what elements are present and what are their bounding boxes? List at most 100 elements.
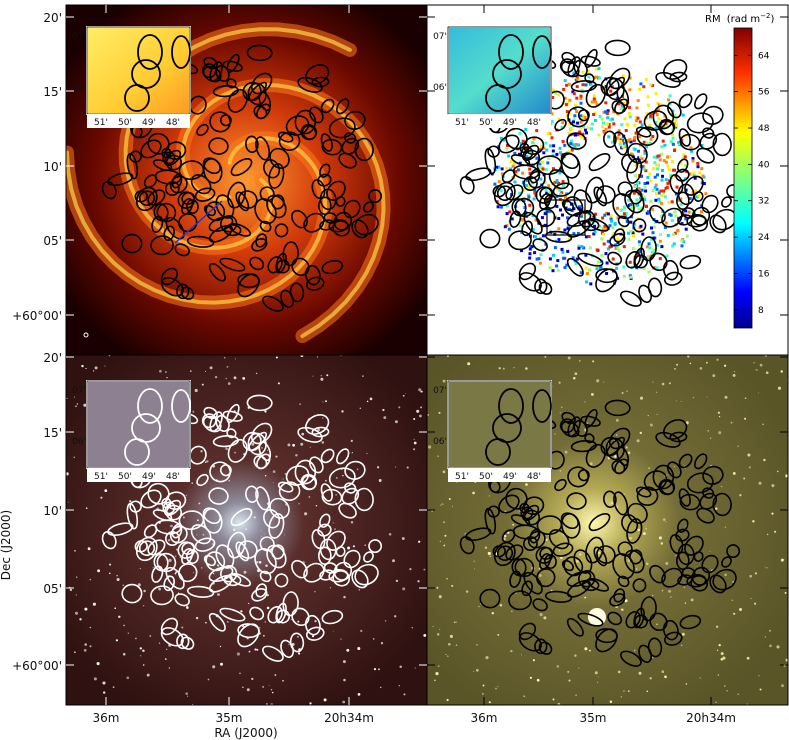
rm-pixel xyxy=(573,145,577,149)
rm-pixel xyxy=(569,142,573,145)
rm-pixel xyxy=(610,219,614,223)
rm-pixel xyxy=(572,92,576,96)
star xyxy=(242,686,244,688)
rm-pixel xyxy=(635,198,639,202)
rm-pixel xyxy=(601,121,605,125)
star xyxy=(467,362,471,366)
region-ellipse xyxy=(667,461,682,479)
region-ellipse xyxy=(566,579,591,598)
rm-pixel xyxy=(570,209,574,213)
rm-pixel xyxy=(495,200,499,204)
region-ellipse xyxy=(151,215,164,233)
rm-pixel xyxy=(622,274,626,278)
rm-pixel xyxy=(635,119,638,123)
rm-pixel xyxy=(499,189,503,193)
rm-pixel xyxy=(585,280,589,284)
region-ellipse xyxy=(318,546,332,565)
region-ellipse xyxy=(255,233,268,248)
rm-pixel xyxy=(567,82,571,86)
region-ellipse xyxy=(534,278,548,295)
rm-pixel xyxy=(584,235,588,239)
region-ellipse xyxy=(208,574,233,593)
rm-pixel xyxy=(634,131,638,135)
inset-ra-tick: 49' xyxy=(142,472,156,482)
star xyxy=(254,648,257,651)
star xyxy=(356,468,359,471)
rm-pixel xyxy=(648,141,652,145)
star xyxy=(437,665,440,667)
star xyxy=(591,393,594,396)
ellipse-overlay xyxy=(101,44,383,312)
rm-pixel xyxy=(637,156,641,160)
rm-pixel xyxy=(618,142,622,146)
rm-pixel xyxy=(637,149,640,153)
rm-pixel xyxy=(561,250,565,254)
star xyxy=(706,396,708,398)
rm-pixel xyxy=(607,123,611,126)
star xyxy=(616,506,619,508)
star xyxy=(402,394,405,397)
rm-pixel xyxy=(655,192,658,195)
panel-rotation-measure xyxy=(427,5,788,355)
region-ellipse xyxy=(667,101,682,119)
region-ellipse xyxy=(509,210,522,228)
region-ellipse xyxy=(505,544,524,561)
rm-pixel xyxy=(667,201,671,205)
region-ellipse xyxy=(328,117,356,139)
rm-pixel xyxy=(532,137,536,141)
rm-pixel xyxy=(538,162,542,166)
rm-pixel xyxy=(634,174,638,178)
rm-pixel xyxy=(629,229,633,233)
region-ellipse xyxy=(561,411,576,425)
rm-pixel xyxy=(574,103,578,107)
star xyxy=(219,645,222,648)
region-ellipse xyxy=(259,220,272,233)
region-ellipse xyxy=(186,585,215,598)
rm-pixel xyxy=(567,112,571,116)
star xyxy=(676,363,679,366)
star xyxy=(699,677,701,679)
rm-pixel xyxy=(631,231,635,235)
rm-pixel xyxy=(617,102,621,106)
rm-pixel xyxy=(603,131,607,135)
inset-dec-tick: 07' xyxy=(433,32,447,42)
region-ellipse xyxy=(268,513,285,539)
star xyxy=(681,632,685,636)
star xyxy=(85,507,88,510)
rm-pixel xyxy=(602,242,606,246)
region-ellipse xyxy=(194,187,216,202)
star xyxy=(179,556,181,558)
star xyxy=(323,698,327,702)
rm-pixel xyxy=(653,161,657,165)
star xyxy=(420,406,423,409)
region-ellipse xyxy=(632,578,647,593)
rm-pixel xyxy=(611,226,615,230)
star xyxy=(197,519,199,522)
rm-pixel xyxy=(666,164,670,168)
star xyxy=(358,589,361,591)
colorbar-tick-label: 8 xyxy=(758,306,764,316)
inset-ellipse xyxy=(131,59,161,89)
rm-pixel xyxy=(612,110,616,114)
region-ellipse xyxy=(661,207,683,228)
rm-pixel xyxy=(665,254,669,258)
rm-pixel xyxy=(551,96,555,99)
star xyxy=(341,410,344,413)
star xyxy=(388,532,392,536)
rm-pixel xyxy=(596,260,600,264)
star xyxy=(205,461,207,463)
rm-pixel xyxy=(581,83,585,87)
star xyxy=(209,366,213,370)
star xyxy=(668,589,672,593)
region-ellipse xyxy=(318,196,332,215)
rm-pixel xyxy=(640,255,643,259)
star xyxy=(656,391,658,393)
star xyxy=(271,691,274,694)
star xyxy=(765,567,768,569)
rm-pixel xyxy=(605,272,609,275)
region-ellipse xyxy=(335,196,346,207)
star xyxy=(428,445,432,449)
star xyxy=(189,370,192,372)
rm-pixel xyxy=(559,208,562,212)
star xyxy=(507,531,510,535)
